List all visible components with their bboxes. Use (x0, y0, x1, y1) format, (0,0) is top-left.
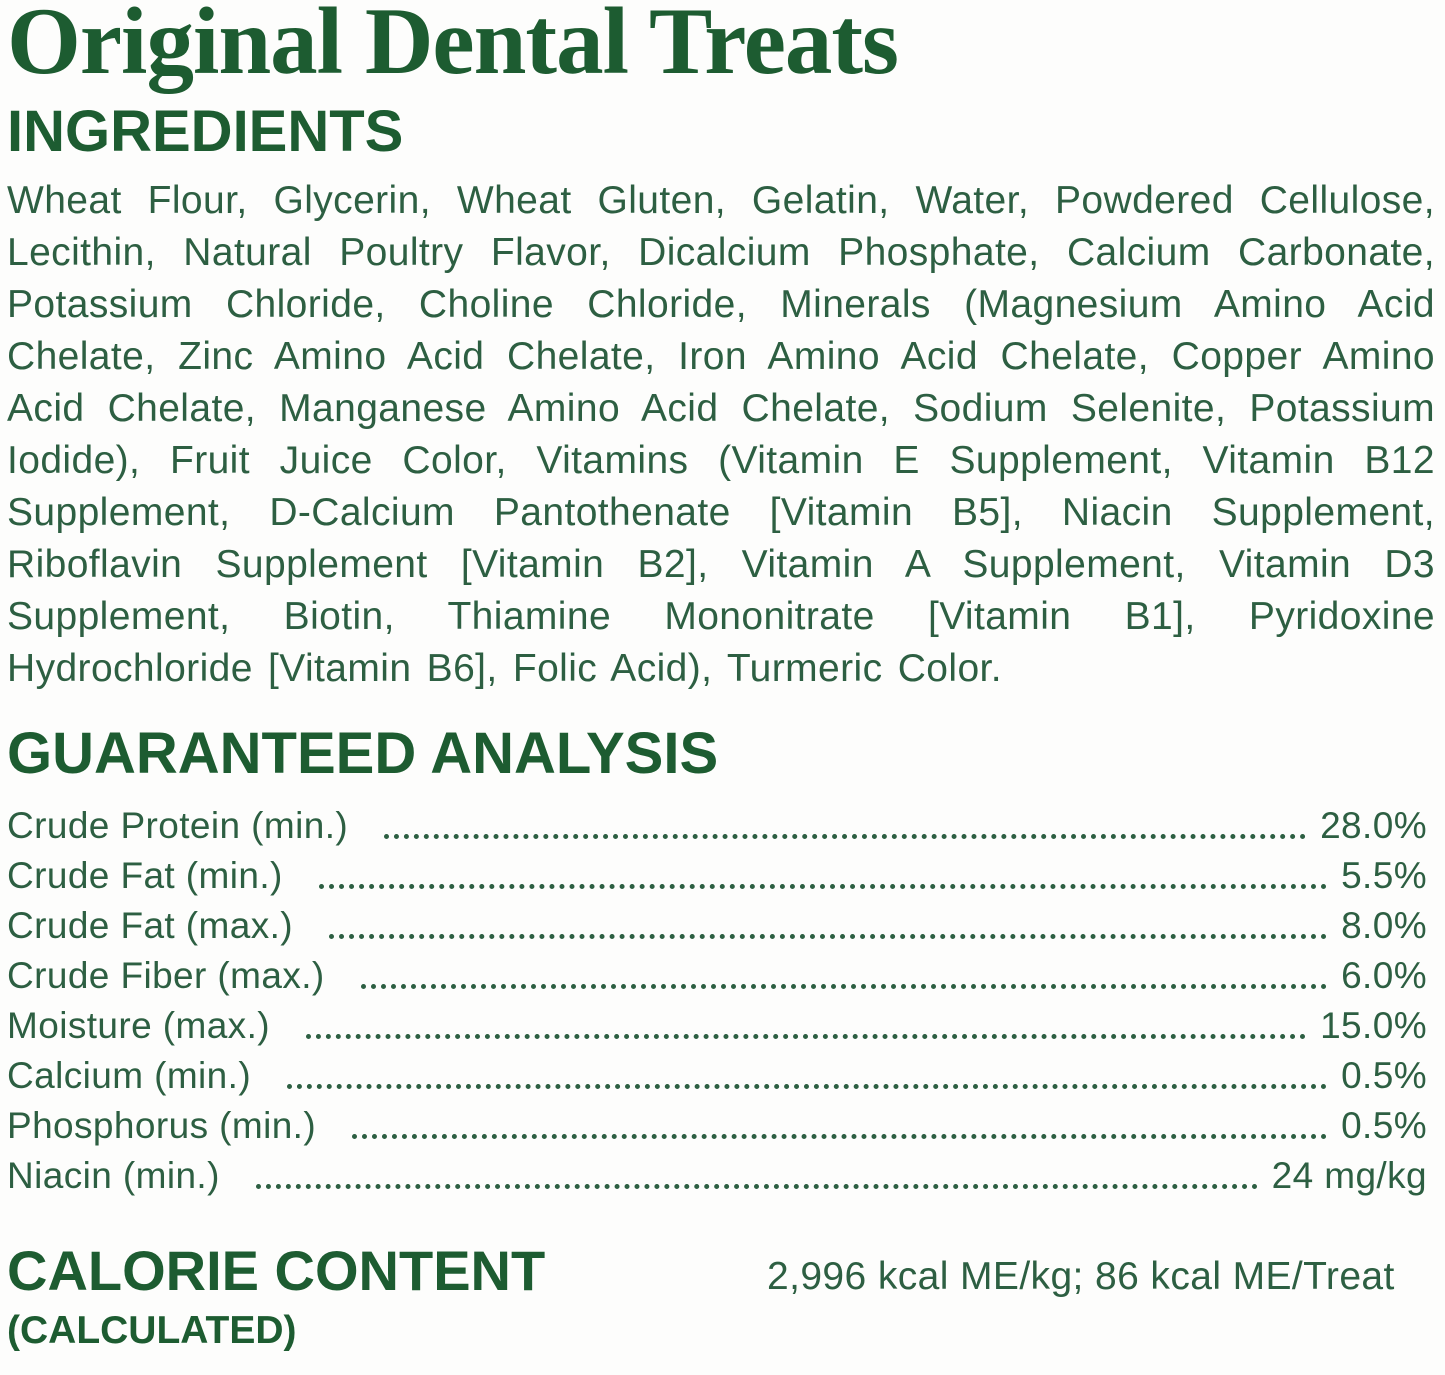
ingredients-text: Wheat Flour, Glycerin, Wheat Gluten, Gel… (7, 178, 1435, 690)
analysis-row-label: Calcium (min.) (7, 1054, 252, 1096)
guaranteed-analysis-heading: GUARANTEED ANALYSIS (7, 720, 719, 786)
calorie-content-heading: CALORIE CONTENT (7, 1238, 546, 1302)
dotted-leader (329, 933, 1328, 939)
dotted-leader (318, 883, 1328, 889)
dotted-leader (384, 833, 1307, 839)
analysis-row-value: 15.0% (1320, 1004, 1427, 1046)
dotted-leader (255, 1183, 1258, 1189)
analysis-row: Moisture (max.) 15.0% (7, 1001, 1427, 1051)
dotted-leader (360, 983, 1328, 989)
analysis-row-value: 6.0% (1341, 954, 1427, 996)
guaranteed-analysis-section: GUARANTEED ANALYSIS Crude Protein (min.)… (7, 720, 1435, 1201)
analysis-row: Crude Protein (min.) 28.0% (7, 801, 1427, 851)
analysis-row-label: Crude Fat (min.) (7, 854, 283, 896)
dotted-leader (287, 1083, 1328, 1089)
analysis-row-value: 0.5% (1341, 1104, 1427, 1146)
analysis-row: Crude Fat (min.) 5.5% (7, 851, 1427, 901)
calorie-content-section: CALORIE CONTENT (CALCULATED) 2,996 kcal … (7, 1238, 1435, 1352)
calorie-content-value: 2,996 kcal ME/kg; 86 kcal ME/Treat (767, 1254, 1395, 1298)
analysis-row-value: 0.5% (1341, 1054, 1427, 1096)
analysis-row-label: Moisture (max.) (7, 1004, 270, 1046)
analysis-row-value: 8.0% (1341, 904, 1427, 946)
ingredients-heading: INGREDIENTS (7, 98, 404, 164)
analysis-row-label: Crude Fat (max.) (7, 904, 294, 946)
analysis-row: Niacin (min.) 24 mg/kg (7, 1151, 1427, 1201)
analysis-row-label: Niacin (min.) (7, 1154, 220, 1196)
dotted-leader (352, 1133, 1328, 1139)
guaranteed-analysis-table: Crude Protein (min.) 28.0% Crude Fat (mi… (7, 801, 1435, 1201)
calorie-content-subheading: (CALCULATED) (7, 1308, 297, 1352)
analysis-row: Phosphorus (min.) 0.5% (7, 1101, 1427, 1151)
ingredients-section: INGREDIENTS Wheat Flour, Glycerin, Wheat… (7, 98, 1435, 695)
analysis-row-label: Crude Protein (min.) (7, 804, 349, 846)
analysis-row: Calcium (min.) 0.5% (7, 1051, 1427, 1101)
product-title: Original Dental Treats (7, 0, 899, 94)
analysis-row-value: 24 mg/kg (1271, 1154, 1427, 1196)
analysis-row-label: Crude Fiber (max.) (7, 954, 325, 996)
analysis-row-value: 5.5% (1341, 854, 1427, 896)
calorie-content-headings: CALORIE CONTENT (CALCULATED) (7, 1238, 767, 1352)
analysis-row-label: Phosphorus (min.) (7, 1104, 317, 1146)
analysis-row-value: 28.0% (1320, 804, 1427, 846)
analysis-row: Crude Fat (max.) 8.0% (7, 901, 1427, 951)
analysis-row: Crude Fiber (max.) 6.0% (7, 951, 1427, 1001)
dotted-leader (305, 1033, 1307, 1039)
